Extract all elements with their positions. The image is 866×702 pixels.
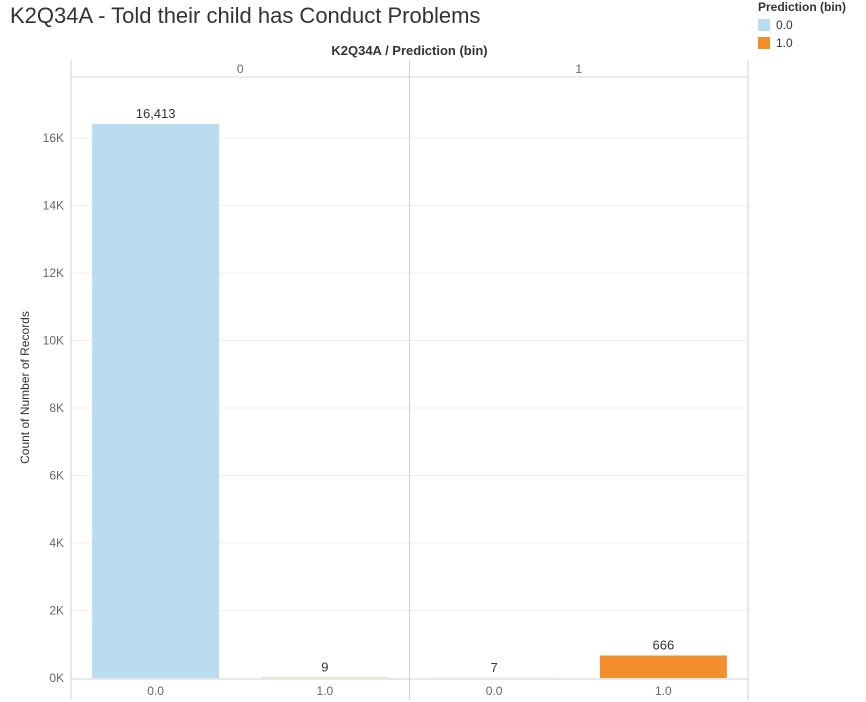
x-tick-label-p1-0: 0.0 bbox=[486, 684, 503, 698]
legend-item-1[interactable]: 1.0 bbox=[758, 34, 846, 52]
bar-p1-1 bbox=[599, 655, 727, 678]
y-tick-label-6: 12K bbox=[43, 266, 64, 280]
legend-title: Prediction (bin) bbox=[758, 0, 846, 14]
legend-swatch-1 bbox=[758, 37, 770, 49]
data-label-p1-1: 666 bbox=[653, 638, 675, 653]
chart-title: K2Q34A - Told their child has Conduct Pr… bbox=[10, 3, 481, 28]
y-tick-label-8: 16K bbox=[43, 131, 64, 145]
legend-swatch-0 bbox=[758, 19, 770, 31]
column-header: K2Q34A / Prediction (bin) bbox=[331, 43, 487, 58]
panel-label-0: 0 bbox=[237, 62, 244, 76]
legend[interactable]: Prediction (bin) 0.0 1.0 bbox=[758, 0, 846, 52]
y-tick-label-1: 2K bbox=[49, 604, 64, 618]
data-label-p0-1: 9 bbox=[321, 660, 328, 675]
y-tick-label-7: 14K bbox=[43, 199, 64, 213]
y-tick-label-5: 10K bbox=[43, 334, 64, 348]
y-tick-label-2: 4K bbox=[49, 536, 64, 550]
legend-label-1: 1.0 bbox=[776, 36, 793, 50]
y-tick-label-0: 0K bbox=[49, 671, 64, 685]
x-tick-label-p0-0: 0.0 bbox=[147, 684, 164, 698]
data-label-p0-0: 16,413 bbox=[136, 106, 176, 121]
y-axis-title: Count of Number of Records bbox=[18, 311, 32, 464]
bar-p0-0 bbox=[92, 124, 220, 678]
x-tick-label-p1-1: 1.0 bbox=[655, 684, 672, 698]
panel-label-1: 1 bbox=[575, 62, 582, 76]
legend-item-0[interactable]: 0.0 bbox=[758, 16, 846, 34]
legend-label-0: 0.0 bbox=[776, 18, 793, 32]
y-tick-label-4: 8K bbox=[49, 401, 64, 415]
y-tick-label-3: 6K bbox=[49, 469, 64, 483]
data-label-p1-0: 7 bbox=[491, 660, 498, 675]
x-tick-label-p0-1: 1.0 bbox=[317, 684, 334, 698]
